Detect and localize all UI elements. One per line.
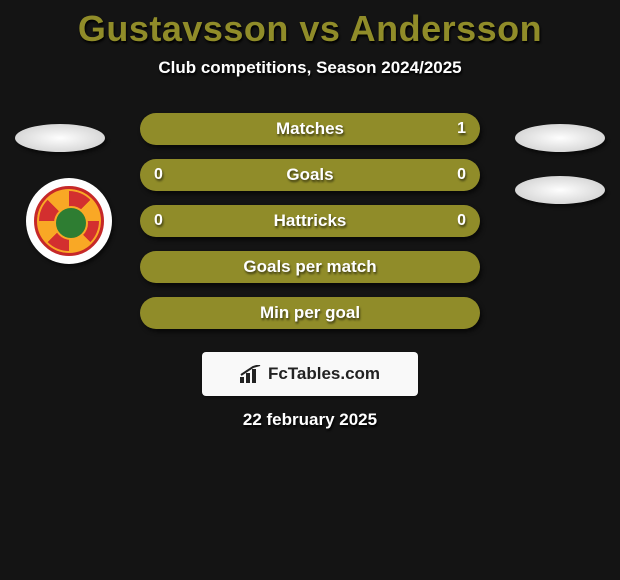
stat-row: Min per goal bbox=[0, 292, 620, 338]
stat-right-value: 1 bbox=[457, 113, 466, 145]
stat-label: Goals per match bbox=[140, 251, 480, 283]
stat-pill: Min per goal bbox=[140, 297, 480, 329]
generated-date: 22 february 2025 bbox=[0, 410, 620, 430]
stat-pill: 0 Hattricks 0 bbox=[140, 205, 480, 237]
stat-label: Goals bbox=[140, 159, 480, 191]
attribution-text: FcTables.com bbox=[268, 364, 380, 384]
page-subtitle: Club competitions, Season 2024/2025 bbox=[0, 58, 620, 78]
stat-row: Matches 1 bbox=[0, 108, 620, 154]
comparison-infographic: Gustavsson vs Andersson Club competition… bbox=[0, 0, 620, 580]
stats-block: Matches 1 0 Goals 0 0 Hattricks 0 Goals … bbox=[0, 108, 620, 338]
stat-pill: Matches 1 bbox=[140, 113, 480, 145]
stat-right-value: 0 bbox=[457, 159, 466, 191]
stat-right-value: 0 bbox=[457, 205, 466, 237]
stat-row: 0 Goals 0 bbox=[0, 154, 620, 200]
page-title: Gustavsson vs Andersson bbox=[0, 0, 620, 50]
stat-row: Goals per match bbox=[0, 246, 620, 292]
barchart-icon bbox=[240, 365, 262, 383]
stat-label: Min per goal bbox=[140, 297, 480, 329]
stat-pill: 0 Goals 0 bbox=[140, 159, 480, 191]
stat-label: Matches bbox=[140, 113, 480, 145]
stat-label: Hattricks bbox=[140, 205, 480, 237]
attribution-badge: FcTables.com bbox=[202, 352, 418, 396]
stat-pill: Goals per match bbox=[140, 251, 480, 283]
stat-row: 0 Hattricks 0 bbox=[0, 200, 620, 246]
